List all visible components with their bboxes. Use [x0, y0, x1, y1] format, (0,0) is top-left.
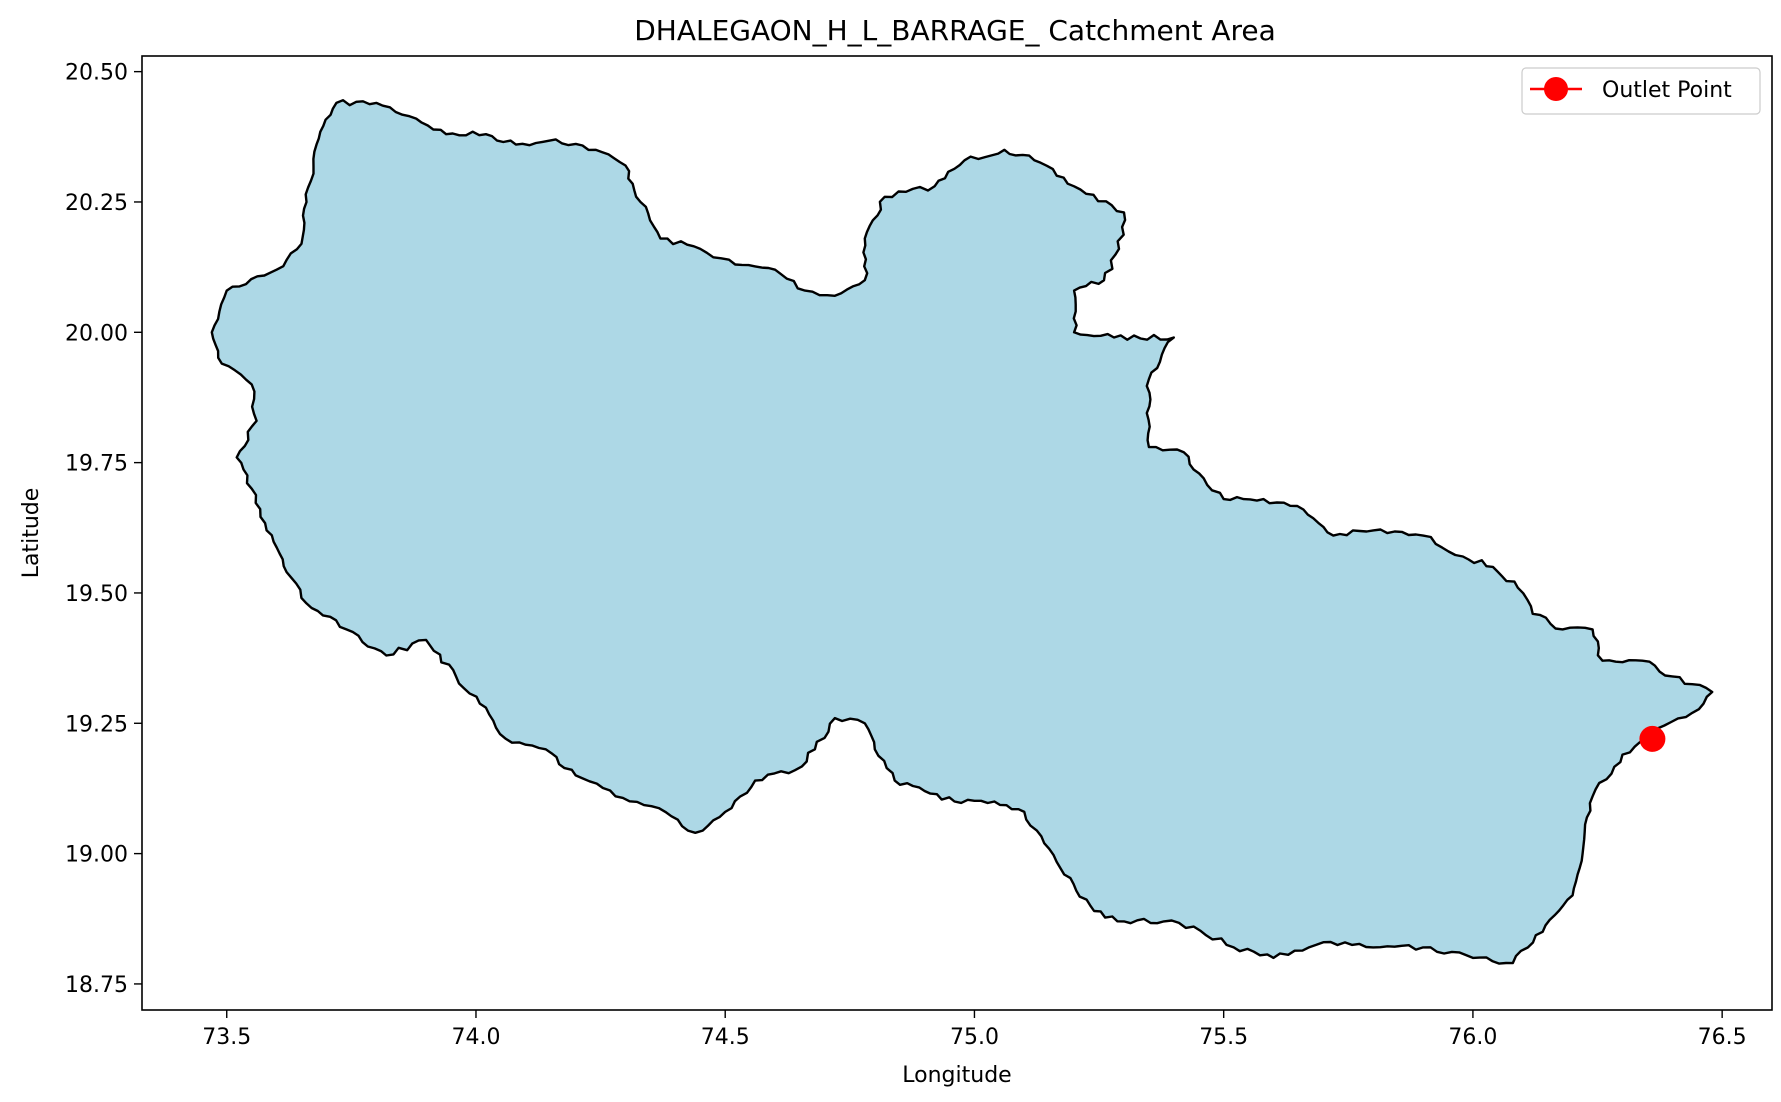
x-tick-label: 75.0 — [950, 1025, 999, 1050]
legend-outlet-marker — [1544, 77, 1568, 101]
y-tick-label: 19.25 — [65, 712, 128, 737]
x-tick-label: 74.5 — [701, 1025, 750, 1050]
legend-label-outlet-point: Outlet Point — [1602, 78, 1732, 103]
x-tick-label: 74.0 — [451, 1025, 500, 1050]
x-axis-label: Longitude — [902, 1063, 1011, 1088]
y-tick-label: 20.50 — [65, 61, 128, 86]
x-tick-label: 73.5 — [202, 1025, 251, 1050]
x-tick-label: 76.5 — [1698, 1025, 1747, 1050]
y-tick-label: 18.75 — [65, 973, 128, 998]
y-axis-label: Latitude — [19, 488, 44, 579]
plot-frame — [141, 55, 1773, 1011]
outlet-point-marker[interactable] — [1639, 725, 1666, 752]
legend-box — [1521, 67, 1761, 115]
chart-title: DHALEGAON_H_L_BARRAGE_ Catchment Area — [634, 14, 1276, 47]
plot-area — [210, 99, 1714, 965]
y-tick-label: 19.00 — [65, 843, 128, 868]
y-tick-label: 20.00 — [65, 321, 128, 346]
legend: Outlet Point — [1521, 67, 1761, 115]
x-tick-label: 75.5 — [1199, 1025, 1248, 1050]
y-tick-label: 19.50 — [65, 582, 128, 607]
y-tick-label: 20.25 — [65, 191, 128, 216]
x-axis: 73.5 74.0 74.5 75.0 75.5 76.0 76.5 — [202, 1010, 1747, 1050]
x-tick-label: 76.0 — [1448, 1025, 1497, 1050]
y-axis: 18.75 19.00 19.25 19.50 19.75 20.00 20.25 20.50 — [65, 61, 142, 998]
y-tick-label: 19.75 — [65, 452, 128, 477]
catchment-area — [210, 99, 1714, 965]
